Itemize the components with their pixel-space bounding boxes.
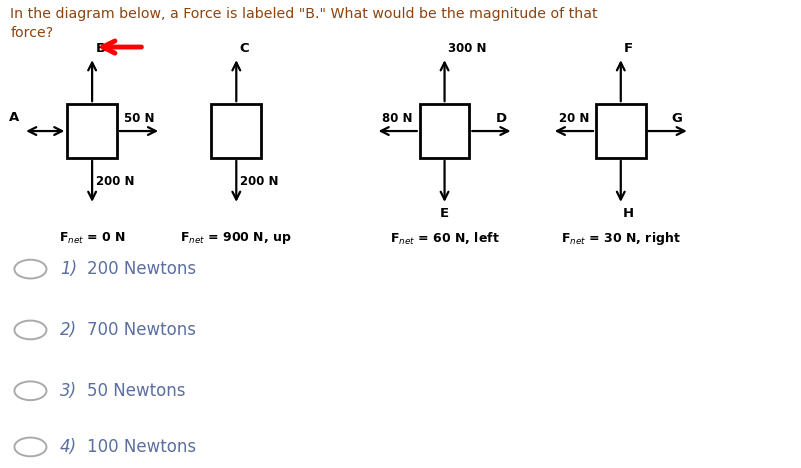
Text: G: G [672, 112, 682, 125]
Text: 200 N: 200 N [240, 175, 279, 188]
Bar [67, 104, 117, 158]
Text: 2): 2) [60, 321, 77, 339]
Text: 700 Newtons: 700 Newtons [87, 321, 195, 339]
Text: 1): 1) [60, 260, 77, 278]
Text: F$_{net}$ = 900 N, up: F$_{net}$ = 900 N, up [180, 230, 292, 247]
Bar [596, 104, 646, 158]
Text: 4): 4) [60, 438, 77, 456]
Text: H: H [623, 207, 634, 220]
Text: D: D [496, 112, 506, 125]
Text: 3): 3) [60, 382, 77, 400]
Text: In the diagram below, a Force is labeled "B." What would be the magnitude of tha: In the diagram below, a Force is labeled… [10, 7, 598, 21]
Text: 300 N: 300 N [448, 42, 486, 55]
Text: force?: force? [10, 26, 54, 40]
Text: 50 N: 50 N [123, 112, 155, 125]
Text: F$_{net}$ = 0 N: F$_{net}$ = 0 N [58, 230, 126, 246]
Text: 50 Newtons: 50 Newtons [87, 382, 185, 400]
Text: 100 Newtons: 100 Newtons [87, 438, 195, 456]
Text: 200 N: 200 N [96, 175, 135, 188]
Text: 20 N: 20 N [559, 112, 589, 125]
Text: F$_{net}$ = 60 N, left: F$_{net}$ = 60 N, left [390, 230, 499, 247]
Bar [211, 104, 261, 158]
Bar [420, 104, 469, 158]
Text: E: E [440, 207, 449, 220]
Text: C: C [239, 42, 249, 55]
Text: B: B [95, 42, 106, 55]
Text: A: A [9, 111, 19, 124]
Text: F: F [624, 42, 633, 55]
Text: 200 Newtons: 200 Newtons [87, 260, 195, 278]
Text: 80 N: 80 N [382, 112, 413, 125]
Text: F$_{net}$ = 30 N, right: F$_{net}$ = 30 N, right [561, 230, 681, 248]
